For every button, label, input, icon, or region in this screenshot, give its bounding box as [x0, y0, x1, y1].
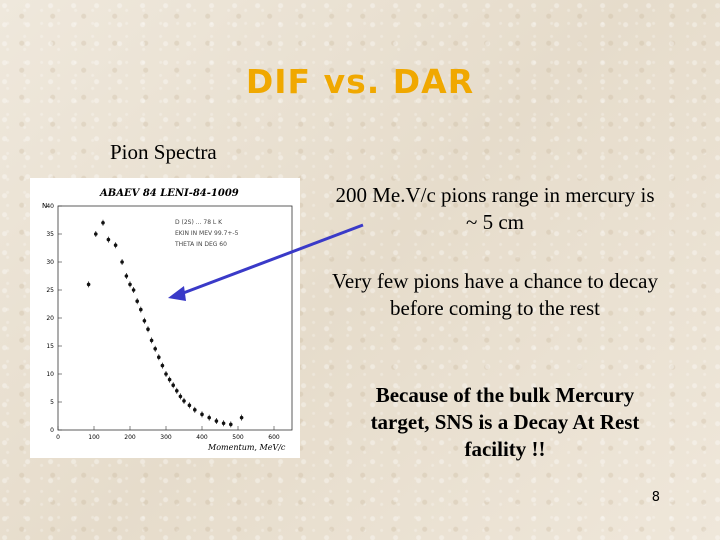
y-tick-label: 30 [46, 259, 54, 266]
data-point [175, 389, 179, 393]
data-point [128, 282, 132, 287]
x-tick-label: 0 [56, 434, 60, 441]
chart-xlabel: Momentum, MeV/c [207, 443, 286, 452]
slide-title: DIF vs. DAR [245, 62, 475, 101]
data-point [94, 232, 98, 236]
y-tick-label: 0 [50, 427, 54, 434]
arrow-head [168, 286, 186, 301]
data-point [135, 299, 139, 303]
y-tick-label: 25 [46, 287, 54, 294]
data-point [200, 412, 204, 417]
data-point [164, 372, 168, 376]
data-point [193, 408, 197, 412]
data-point [182, 399, 186, 403]
x-tick-label: 300 [160, 434, 172, 441]
data-point [101, 221, 105, 225]
x-tick-label: 200 [124, 434, 136, 441]
x-tick-label: 400 [196, 434, 208, 441]
y-tick-label: 5 [50, 399, 54, 406]
decay-note: Very few pions have a chance to decay be… [332, 269, 658, 320]
data-point [131, 288, 136, 292]
data-point [142, 319, 147, 323]
page-number: 8 [651, 490, 660, 505]
chart-ylabel: N [42, 202, 47, 210]
data-point [160, 363, 165, 368]
data-point [178, 394, 183, 399]
slide-subtitle: Pion Spectra [110, 140, 217, 164]
y-tick-label: 10 [46, 371, 54, 378]
data-point [229, 422, 233, 427]
y-tick-label: 20 [46, 315, 54, 322]
data-point [146, 327, 150, 331]
data-point [207, 415, 211, 420]
legend-entry: EKIN IN MEV 99.7+-5 [175, 230, 239, 237]
legend-entry: D (2S) ... 78 L K [175, 219, 223, 226]
data-point [139, 307, 143, 312]
pion-spectrum-chart: ABAEV 84 LENI-84-1009 N Momentum, MeV/c … [42, 188, 293, 452]
data-point [153, 347, 157, 351]
y-tick-label: 40 [46, 203, 54, 210]
data-point [214, 419, 219, 423]
chart-title: ABAEV 84 LENI-84-1009 [99, 188, 239, 199]
data-point [187, 403, 192, 408]
data-point [124, 274, 129, 278]
data-point [221, 421, 226, 426]
y-tick-label: 35 [46, 231, 54, 238]
x-tick-label: 500 [232, 434, 244, 441]
data-point [113, 243, 118, 247]
conclusion-note: Because of the bulk Mercury target, SNS … [370, 383, 640, 461]
data-point [157, 355, 161, 359]
data-point [86, 282, 91, 287]
data-point [149, 338, 154, 343]
arrow-line [177, 223, 364, 297]
range-note: 200 Me.V/c pions range in mercury is ~ 5… [335, 183, 655, 234]
data-point [171, 383, 175, 387]
x-tick-label: 600 [268, 434, 280, 441]
data-point [167, 377, 172, 382]
data-point [120, 260, 124, 264]
data-point [106, 237, 111, 242]
data-point [239, 415, 244, 420]
pion-spectrum-figure: ABAEV 84 LENI-84-1009 N Momentum, MeV/c … [30, 178, 300, 458]
y-tick-label: 15 [46, 343, 54, 350]
legend-entry: THETA IN DEG 60 [174, 241, 227, 248]
x-tick-label: 100 [88, 434, 100, 441]
